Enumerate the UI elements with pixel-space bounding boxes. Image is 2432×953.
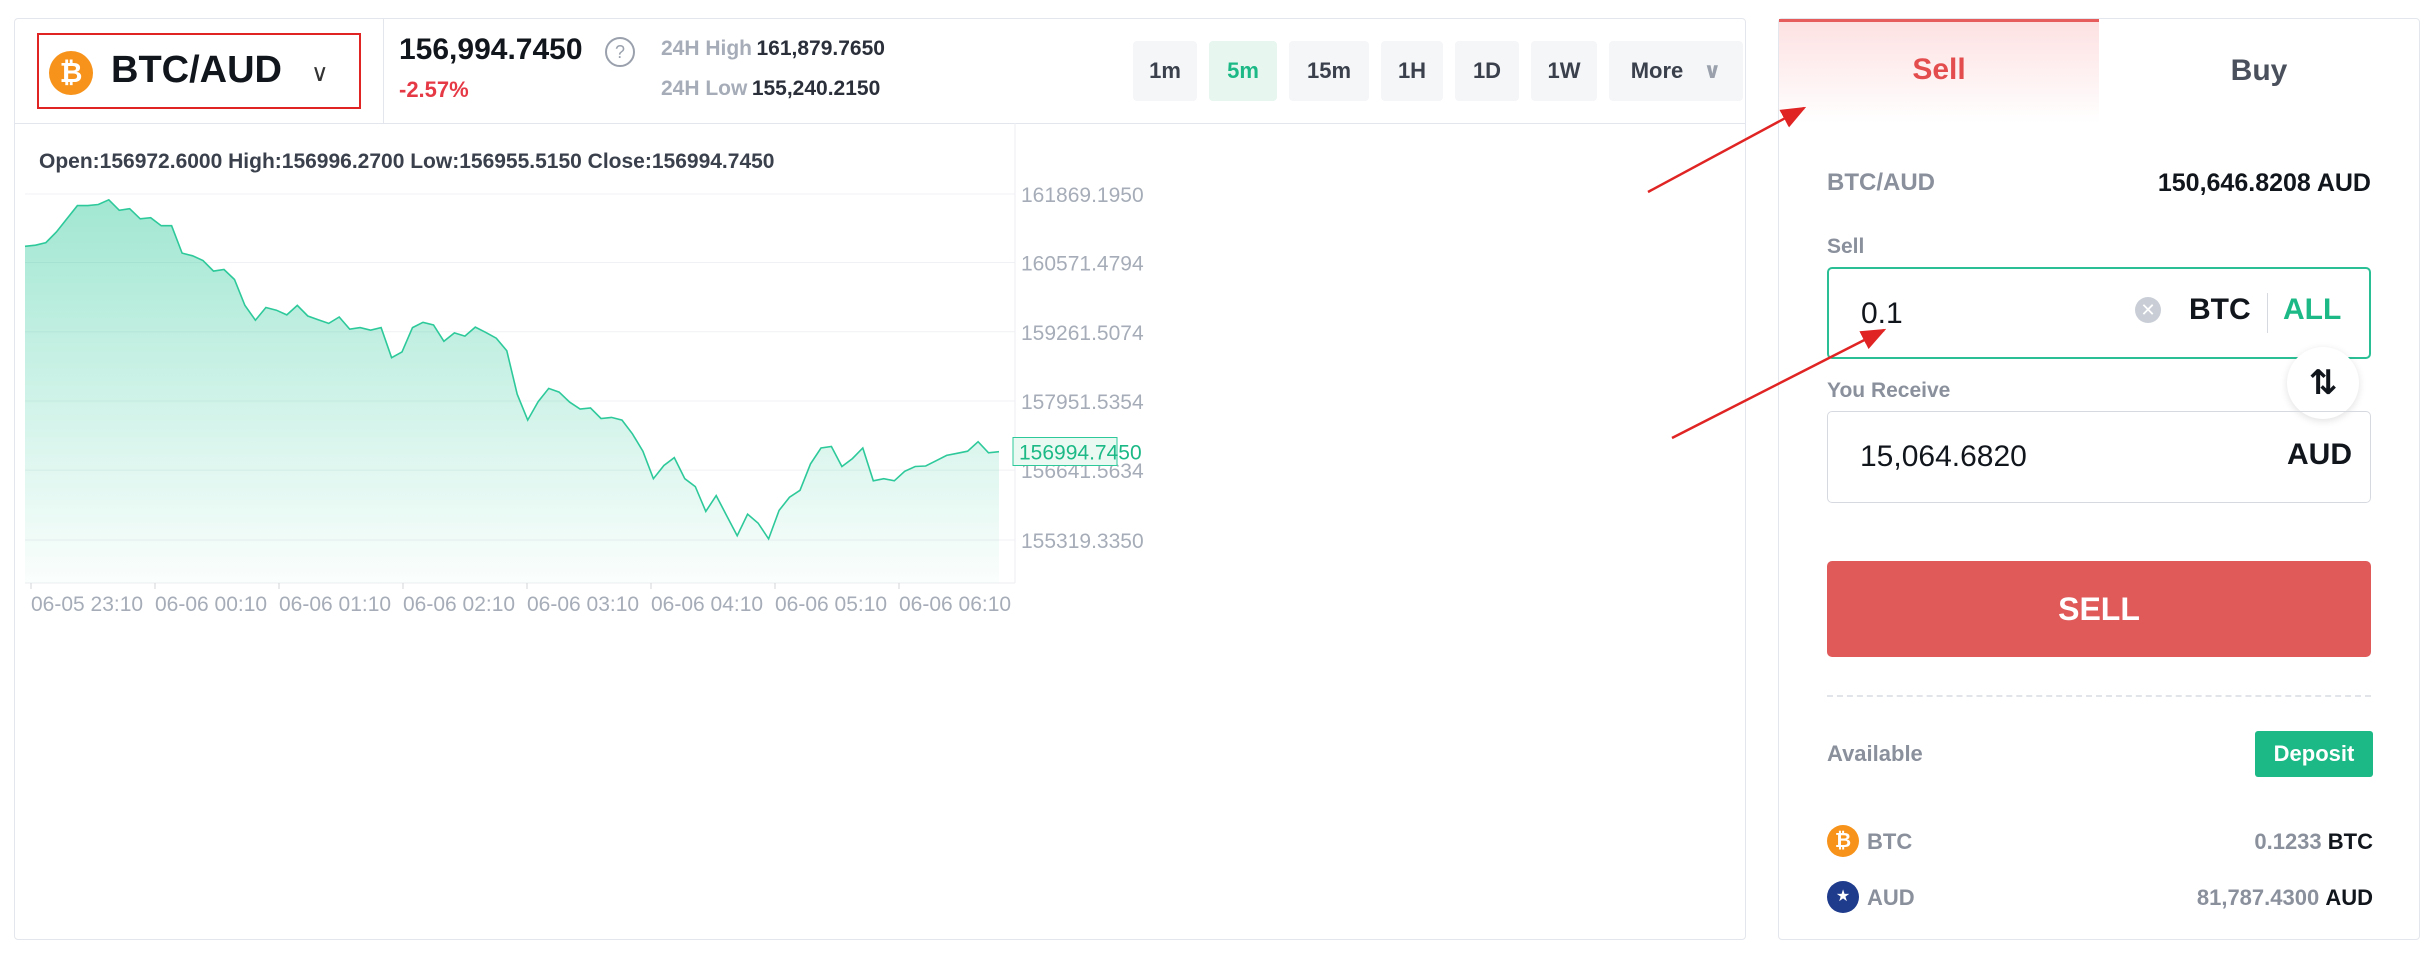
- pair-name: BTC/AUD: [111, 49, 282, 91]
- timeframe-more-dropdown[interactable]: More ∨: [1609, 41, 1743, 101]
- balance-value: 0.1233: [2254, 829, 2322, 854]
- balance-name: AUD: [1867, 885, 1915, 910]
- current-price-tag: 156994.7450: [1019, 441, 1142, 464]
- 24h-low: 24H Low 155,240.2150: [661, 77, 880, 101]
- balance-name: BTC: [1867, 829, 1913, 854]
- chevron-down-icon: ∨: [311, 60, 329, 87]
- receive-amount: 15,064.6820: [1860, 440, 2027, 473]
- x-tick-label: 06-06 04:10: [651, 593, 763, 616]
- price-change: -2.57%: [399, 77, 469, 102]
- x-tick-label: 06-06 03:10: [527, 593, 639, 616]
- high-label: 24H High: [661, 37, 753, 60]
- balance-unit: BTC: [2327, 829, 2373, 854]
- timeframe-1w[interactable]: 1W: [1531, 41, 1597, 101]
- y-tick-label: 157951.5354: [1021, 391, 1144, 414]
- divider: [383, 19, 384, 123]
- current-price-tag-bg: [1012, 436, 1118, 466]
- timeframe-15m[interactable]: 15m: [1289, 41, 1369, 101]
- x-tick-label: 06-06 00:10: [155, 593, 267, 616]
- y-tick-label: 160571.4794: [1021, 253, 1144, 276]
- bitcoin-icon: ₿: [49, 51, 93, 95]
- x-tick-label: 06-05 23:10: [31, 593, 143, 616]
- chart-panel: ₿ BTC/AUD ∨ 156,994.7450 ? -2.57% 24H Hi…: [14, 18, 1746, 940]
- sell-currency: BTC: [2189, 293, 2251, 326]
- y-tick-label: 159261.5074: [1021, 322, 1144, 345]
- available-label: Available: [1827, 741, 1923, 766]
- x-tick-label: 06-06 01:10: [279, 593, 391, 616]
- low-label: 24H Low: [661, 77, 748, 100]
- pair-selector[interactable]: ₿ BTC/AUD ∨: [37, 33, 361, 109]
- 24h-high: 24H High 161,879.7650: [661, 37, 885, 61]
- rate-value: 150,646.8208 AUD: [2157, 169, 2371, 197]
- trade-panel: Sell Buy BTC/AUD 150,646.8208 AUD Sell ✕…: [1778, 18, 2420, 940]
- x-tick-label: 06-06 05:10: [775, 593, 887, 616]
- price-line: [24, 198, 1000, 541]
- sell-amount-input[interactable]: [1859, 291, 2123, 337]
- y-tick-label: 155319.3350: [1021, 530, 1144, 553]
- sell-amount-field: ✕ BTC ALL: [1827, 267, 2371, 359]
- swap-vertical-icon[interactable]: ⇅: [2287, 347, 2359, 419]
- market-header: ₿ BTC/AUD ∨ 156,994.7450 ? -2.57% 24H Hi…: [15, 19, 1745, 124]
- tab-buy[interactable]: Buy: [2230, 54, 2288, 87]
- price-area-fill: [25, 199, 999, 584]
- sell-submit-button[interactable]: SELL: [1827, 561, 2371, 657]
- timeframe-1h[interactable]: 1H: [1381, 41, 1443, 101]
- balance-row-aud: ★ AUD 81,787.4300 AUD: [1827, 879, 2373, 915]
- deposit-button[interactable]: Deposit: [2255, 731, 2373, 777]
- last-price: 156,994.7450: [399, 33, 583, 66]
- low-value: 155,240.2150: [751, 77, 881, 100]
- price-chart[interactable]: 161869.1950 160571.4794 159261.5074 157951.…: [15, 123, 1745, 939]
- timeframe-5m[interactable]: 5m: [1209, 41, 1277, 101]
- australia-flag-icon: ★: [1827, 881, 1859, 913]
- tab-sell[interactable]: Sell: [1779, 19, 2099, 123]
- help-icon[interactable]: ?: [605, 37, 635, 67]
- y-tick-label: 161869.1950: [1021, 184, 1144, 207]
- timeframe-1m[interactable]: 1m: [1133, 41, 1197, 101]
- balance-row-btc: ₿ BTC 0.1233 BTC: [1827, 823, 2373, 859]
- sell-all-button[interactable]: ALL: [2283, 293, 2342, 326]
- chevron-down-icon: ∨: [1703, 58, 1722, 83]
- x-tick-label: 06-06 02:10: [403, 593, 515, 616]
- sell-amount-label: Sell: [1827, 235, 1865, 258]
- receive-label: You Receive: [1827, 379, 1951, 402]
- balance-amount: 81,787.4300 AUD: [2197, 885, 2373, 911]
- high-value: 161,879.7650: [756, 37, 885, 60]
- x-tick-label: 06-06 06:10: [899, 593, 1011, 616]
- more-label: More: [1630, 58, 1684, 83]
- balance-value: 81,787.4300: [2196, 885, 2320, 910]
- balance-unit: AUD: [2325, 885, 2373, 910]
- divider: [1827, 695, 2371, 697]
- ohlc-readout: Open:156972.6000 High:156996.2700 Low:15…: [39, 150, 775, 173]
- receive-amount-field: 15,064.6820 AUD: [1827, 411, 2371, 503]
- receive-currency: AUD: [2287, 438, 2352, 471]
- rate-pair: BTC/AUD: [1827, 169, 1935, 196]
- divider: [2267, 293, 2268, 333]
- balance-amount: 0.1233 BTC: [2254, 829, 2373, 855]
- bitcoin-icon: ₿: [1827, 825, 1859, 857]
- clear-icon[interactable]: ✕: [2135, 297, 2161, 323]
- timeframe-1d[interactable]: 1D: [1455, 41, 1519, 101]
